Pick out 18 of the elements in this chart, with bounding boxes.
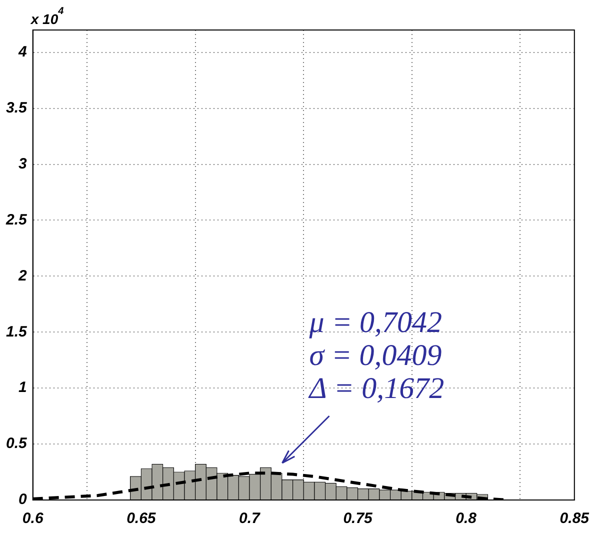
y-tick-label: 1.5 [6, 323, 28, 340]
x-tick-label: 0.8 [456, 510, 478, 528]
y-tick-label: 3.5 [6, 99, 28, 116]
x-tick-label: 0.6 [22, 510, 44, 528]
y-tick-label: 1 [18, 379, 27, 396]
y-tick-label: 0 [18, 491, 28, 508]
x-tick-label: 0.85 [560, 510, 590, 528]
y-tick-label: 3 [18, 155, 28, 172]
y-tick-label: 0.5 [6, 435, 28, 452]
annotation: Δ = 0,1672 [308, 372, 444, 405]
y-tick-label: 4 [18, 44, 28, 61]
y-tick-label: 2 [18, 267, 28, 284]
x-tick-label: 0.75 [343, 510, 374, 528]
annotation: σ = 0,0409 [309, 339, 442, 372]
y-tick-label: 2.5 [4, 211, 28, 228]
annotation: μ = 0,7042 [308, 306, 442, 339]
x-tick-label: 0.65 [126, 510, 156, 528]
x-tick-label: 0.7 [239, 510, 261, 528]
